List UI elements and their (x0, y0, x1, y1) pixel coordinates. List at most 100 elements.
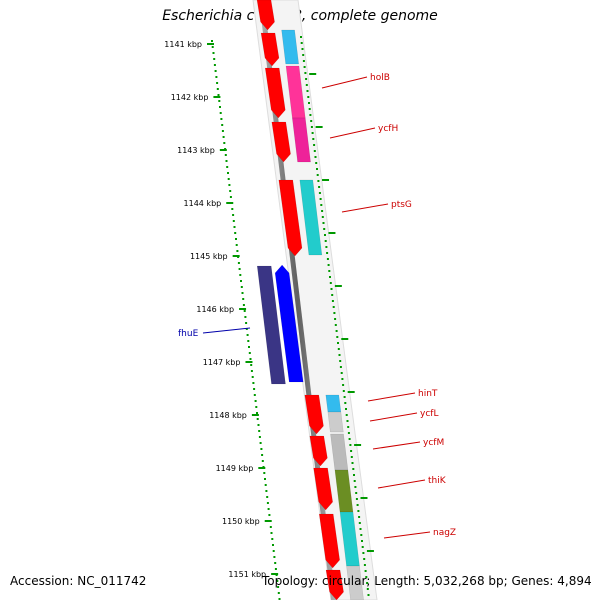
gc-dot (353, 480, 356, 482)
scale-tick-label: 1148 kbp (209, 411, 247, 420)
gc-dot (224, 154, 227, 156)
gene-features (256, 0, 364, 600)
gene-label-ycfL[interactable]: ycfL (420, 409, 438, 419)
gc-dot (220, 118, 223, 120)
gc-dot (350, 456, 353, 458)
gc-dot (357, 510, 360, 512)
gc-dot (245, 322, 248, 324)
reverse-cds-fhuE (274, 264, 304, 383)
gene-label-ptsG[interactable]: ptsG (391, 200, 412, 210)
gene-leader-line (372, 441, 421, 450)
gc-dot (351, 462, 354, 464)
gc-dot (320, 204, 323, 206)
forward-cds (304, 394, 324, 435)
gc-dot (259, 442, 262, 444)
gc-dot (317, 180, 320, 182)
gc-dot (310, 126, 313, 128)
gene-label-ycfM[interactable]: ycfM (423, 438, 444, 448)
gc-skew-dots-right (300, 36, 370, 596)
gc-dot (346, 420, 349, 422)
gc-dot (240, 286, 243, 288)
gc-dot (303, 66, 306, 68)
gc-dot (318, 192, 321, 194)
scale-tick-label: 1151 kbp (228, 570, 266, 579)
gc-dot (238, 268, 241, 270)
gene-leader-line (377, 479, 426, 489)
gc-dot (366, 582, 369, 584)
gc-dot (310, 120, 313, 122)
gene-label-hinT[interactable]: hinT (418, 389, 438, 399)
gene-label-thiK[interactable]: thiK (428, 476, 447, 486)
gc-dot (222, 136, 225, 138)
gc-dot (324, 234, 326, 236)
gc-dot (318, 186, 321, 188)
gc-dot (305, 78, 308, 80)
gc-dot (256, 418, 259, 420)
gc-dot (239, 274, 242, 276)
gene-leader-line (341, 203, 389, 213)
gc-dot (321, 216, 324, 218)
gc-dot (277, 592, 280, 594)
gc-dot (250, 364, 253, 366)
gc-dot (258, 436, 261, 438)
gc-dot (312, 138, 315, 140)
gc-dot (265, 490, 268, 492)
gene-labels: holB ycfH ptsG fhuE hinT ycfL ycfM thiK nagZ (178, 73, 456, 539)
scale-tick-label: 1150 kbp (222, 517, 260, 526)
gc-dot (347, 426, 350, 428)
gc-dot (258, 430, 261, 432)
gc-dot (308, 108, 311, 110)
gc-dot (340, 372, 343, 374)
gc-dot (311, 132, 314, 134)
gc-dot (228, 184, 231, 186)
gc-dot (272, 544, 274, 546)
gc-dot (334, 324, 337, 326)
cog-colored-feature (281, 29, 299, 65)
gc-dot (329, 282, 332, 284)
gc-dot (334, 318, 337, 320)
gc-dot (322, 222, 325, 224)
gc-dot (269, 526, 272, 528)
gc-dot (339, 360, 342, 362)
forward-cds (278, 179, 303, 257)
scale-tick-label: 1142 kbp (171, 93, 209, 102)
gc-dot (227, 178, 230, 180)
gc-dot (240, 280, 242, 282)
gene-label-holB[interactable]: holB (370, 73, 390, 83)
gc-dot (335, 330, 338, 332)
gc-dot (266, 502, 269, 504)
gc-dot (237, 262, 240, 264)
gc-dot (244, 316, 247, 318)
gc-dot (248, 346, 250, 348)
gc-dot (233, 226, 236, 228)
gc-dot (328, 270, 331, 272)
gc-dot (219, 106, 221, 108)
gc-dot (221, 124, 224, 126)
gc-dot (367, 594, 370, 596)
gc-dot (348, 438, 351, 440)
gc-dot (363, 564, 366, 566)
gc-dot (215, 76, 218, 78)
gc-dot (276, 580, 279, 582)
gene-label-nagZ[interactable]: nagZ (433, 528, 456, 538)
gc-dot (277, 586, 280, 588)
gc-skew-dots-left (211, 40, 281, 600)
gc-dot (361, 540, 363, 542)
gc-dot (246, 334, 249, 336)
gc-dot (232, 214, 235, 216)
gc-dot (339, 366, 342, 368)
gc-dot (345, 408, 347, 410)
gc-dot (359, 528, 362, 530)
gc-dot (329, 276, 331, 278)
forward-cds (325, 569, 344, 600)
gc-dot (251, 376, 254, 378)
gene-label-ycfH[interactable]: ycfH (378, 124, 398, 134)
gc-dot (254, 400, 257, 402)
gc-dot (248, 352, 251, 354)
gc-dot (314, 156, 317, 158)
gc-dot (278, 598, 281, 600)
gene-label-fhuE[interactable]: fhuE (178, 329, 199, 339)
gc-dot (324, 240, 327, 242)
scale-tick-label: 1147 kbp (203, 358, 241, 367)
gc-dot (342, 390, 345, 392)
